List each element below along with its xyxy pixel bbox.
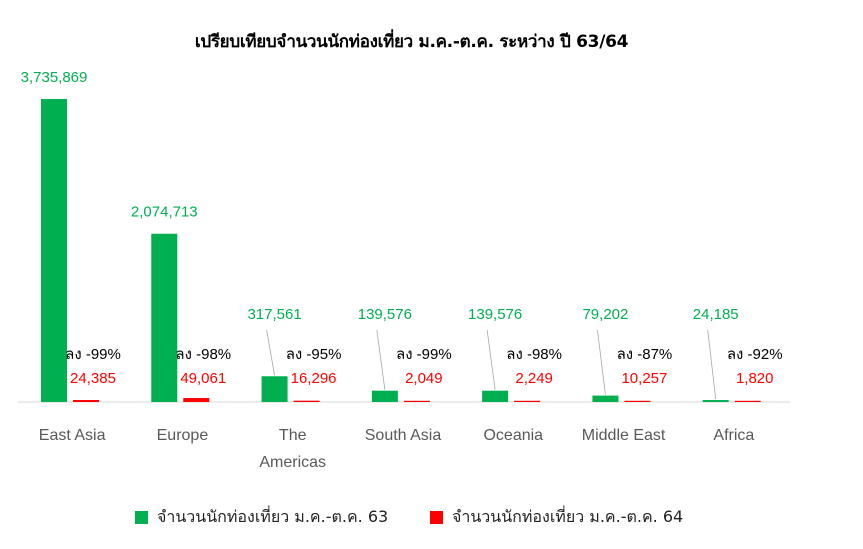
data-label-series-2-0: 24,385 xyxy=(70,370,116,387)
legend-swatch-series-2 xyxy=(430,511,443,524)
legend-swatch-series-1 xyxy=(135,511,148,524)
bar-series-2-0 xyxy=(73,400,99,402)
change-label-0: ลง -99% xyxy=(65,346,121,363)
change-label-4: ลง -98% xyxy=(506,346,562,363)
data-label-series-1-0: 3,735,869 xyxy=(21,69,88,86)
change-label-1: ลง -98% xyxy=(175,346,231,363)
bar-series-2-1 xyxy=(183,398,210,402)
leader-line-5 xyxy=(597,329,606,395)
data-label-series-1-6: 24,185 xyxy=(693,306,739,323)
leader-line-2 xyxy=(266,329,275,376)
bar-series-1-3 xyxy=(371,390,398,402)
change-label-5: ลง -87% xyxy=(617,346,673,363)
legend-label-series-1: จำนวนนักท่องเที่ยว ม.ค.-ต.ค. 63 xyxy=(157,507,389,526)
category-label-6: Africa xyxy=(713,427,754,444)
change-label-6: ลง -92% xyxy=(727,346,783,363)
data-label-series-2-4: 2,249 xyxy=(515,370,553,387)
leader-line-4 xyxy=(486,329,496,390)
bar-series-1-6 xyxy=(702,400,729,402)
bar-series-1-5 xyxy=(592,395,619,402)
data-label-series-1-2: 317,561 xyxy=(247,306,301,323)
bar-series-2-2 xyxy=(293,400,320,402)
legend-label-series-2: จำนวนนักท่องเที่ยว ม.ค.-ต.ค. 64 xyxy=(452,507,684,526)
bar-series-2-3 xyxy=(403,400,430,402)
category-label-4: Oceania xyxy=(483,427,543,444)
category-label-0: East Asia xyxy=(39,427,106,444)
category-label-2-0: The xyxy=(279,427,307,444)
chart-title: เปรียบเทียบจำนวนนักท่องเที่ยว ม.ค.-ต.ค. … xyxy=(194,32,629,52)
legend-item-series-2: จำนวนนักท่องเที่ยว ม.ค.-ต.ค. 64 xyxy=(430,505,683,530)
bar-series-1-2 xyxy=(261,376,288,402)
data-label-series-2-2: 16,296 xyxy=(291,370,337,387)
bar-series-1-0 xyxy=(41,99,67,402)
data-label-series-1-4: 139,576 xyxy=(468,306,522,323)
data-label-series-1-5: 79,202 xyxy=(582,306,628,323)
data-label-series-2-3: 2,049 xyxy=(405,370,443,387)
category-label-2-1: Americas xyxy=(259,454,326,471)
legend-item-series-1: จำนวนนักท่องเที่ยว ม.ค.-ต.ค. 63 xyxy=(135,505,388,530)
bar-series-1-1 xyxy=(151,233,178,402)
bar-series-2-4 xyxy=(514,400,541,402)
category-label-3: South Asia xyxy=(365,427,442,444)
data-label-series-2-1: 49,061 xyxy=(180,370,226,387)
category-label-5: Middle East xyxy=(582,427,666,444)
data-label-series-1-1: 2,074,713 xyxy=(131,204,198,221)
data-label-series-1-3: 139,576 xyxy=(358,306,412,323)
leader-line-6 xyxy=(707,329,717,400)
bar-series-2-6 xyxy=(734,400,761,402)
bar-series-2-5 xyxy=(624,400,651,402)
leader-line-3 xyxy=(376,329,386,390)
data-label-series-2-5: 10,257 xyxy=(621,370,667,387)
bar-series-1-4 xyxy=(482,390,509,402)
change-label-3: ลง -99% xyxy=(396,346,452,363)
category-label-1: Europe xyxy=(157,427,209,444)
change-label-2: ลง -95% xyxy=(286,346,342,363)
data-label-series-2-6: 1,820 xyxy=(736,370,774,387)
